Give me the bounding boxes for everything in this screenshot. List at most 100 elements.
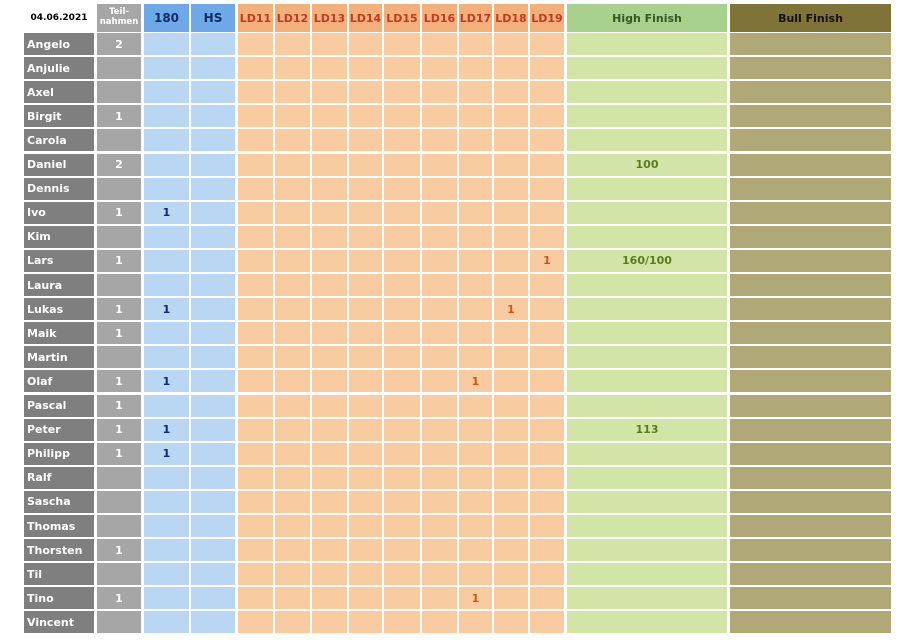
ld-cell	[275, 201, 310, 224]
ld-cell	[422, 611, 457, 634]
teilnahmen-cell: 1	[97, 442, 141, 465]
player-name: Ivo	[24, 201, 94, 224]
high-finish-cell	[567, 201, 727, 224]
hs-cell	[191, 322, 235, 345]
ld-cell	[494, 274, 528, 297]
player-name: Axel	[24, 81, 94, 104]
hs-cell	[191, 394, 235, 417]
bull-finish-cell	[730, 466, 891, 489]
ld-cell	[530, 490, 564, 513]
hs-cell	[191, 346, 235, 369]
ld-cell	[530, 105, 564, 128]
ld-cell	[275, 587, 310, 610]
ld-cell	[384, 370, 420, 393]
ld-cell	[494, 587, 528, 610]
hs-cell	[191, 490, 235, 513]
bull-finish-cell	[730, 539, 891, 562]
ld-cell	[349, 274, 382, 297]
ld-cell	[530, 57, 564, 80]
ld-cell	[238, 466, 273, 489]
hs-cell	[191, 298, 235, 321]
ld-cell	[384, 346, 420, 369]
ld-cell: 1	[494, 298, 528, 321]
high-finish-cell	[567, 57, 727, 80]
ld-cell	[312, 129, 347, 152]
ld-cell	[459, 153, 492, 176]
ld-cell	[422, 442, 457, 465]
ld-cell	[349, 153, 382, 176]
ld-cell	[349, 249, 382, 272]
ld-cell	[312, 394, 347, 417]
ld-cell	[422, 81, 457, 104]
ld-cell	[238, 587, 273, 610]
teilnahmen-cell	[97, 515, 141, 538]
ld-cell	[422, 539, 457, 562]
ld-cell	[312, 57, 347, 80]
count-180-cell	[144, 57, 189, 80]
ld-cell	[530, 225, 564, 248]
ld-cell	[275, 105, 310, 128]
high-finish-cell	[567, 490, 727, 513]
ld-cell	[494, 563, 528, 586]
ld-cell	[384, 563, 420, 586]
high-finish-cell	[567, 539, 727, 562]
ld-cell	[349, 129, 382, 152]
ld-cell	[238, 563, 273, 586]
ld-cell	[422, 274, 457, 297]
bull-finish-cell	[730, 587, 891, 610]
ld-cell	[494, 249, 528, 272]
bull-finish-cell	[730, 442, 891, 465]
ld-cell	[349, 442, 382, 465]
player-name: Philipp	[24, 442, 94, 465]
hs-cell	[191, 539, 235, 562]
ld-cell	[238, 515, 273, 538]
ld-cell	[530, 298, 564, 321]
teilnahmen-cell	[97, 490, 141, 513]
player-name: Tino	[24, 587, 94, 610]
header-teilnahmen-line: nahmen	[99, 17, 139, 27]
ld-cell	[384, 539, 420, 562]
ld-cell	[238, 105, 273, 128]
count-180-cell: 1	[144, 370, 189, 393]
ld-cell	[312, 298, 347, 321]
teilnahmen-cell: 1	[97, 201, 141, 224]
count-180-cell	[144, 249, 189, 272]
high-finish-cell	[567, 322, 727, 345]
ld-cell	[312, 490, 347, 513]
hs-cell	[191, 515, 235, 538]
ld-cell	[459, 249, 492, 272]
ld-cell	[384, 515, 420, 538]
ld-cell	[312, 563, 347, 586]
count-180-cell	[144, 81, 189, 104]
ld-cell	[422, 201, 457, 224]
player-name: Dennis	[24, 177, 94, 200]
count-180-cell	[144, 105, 189, 128]
ld-cell	[238, 153, 273, 176]
teilnahmen-cell	[97, 129, 141, 152]
header-bull-finish: Bull Finish	[730, 4, 891, 32]
hs-cell	[191, 563, 235, 586]
ld-cell	[312, 346, 347, 369]
ld-cell	[530, 466, 564, 489]
ld-cell	[349, 490, 382, 513]
teilnahmen-cell: 1	[97, 105, 141, 128]
ld-cell	[349, 370, 382, 393]
ld-cell	[459, 611, 492, 634]
ld-cell	[238, 225, 273, 248]
ld-cell	[312, 249, 347, 272]
ld-cell	[238, 539, 273, 562]
ld-cell	[459, 201, 492, 224]
ld-cell	[422, 490, 457, 513]
high-finish-cell	[567, 298, 727, 321]
ld-cell	[494, 322, 528, 345]
ld-cell	[312, 33, 347, 56]
ld-cell	[275, 129, 310, 152]
hs-cell	[191, 33, 235, 56]
ld-cell	[312, 418, 347, 441]
teilnahmen-cell: 1	[97, 539, 141, 562]
bull-finish-cell	[730, 298, 891, 321]
ld-cell: 1	[459, 370, 492, 393]
ld-cell	[459, 418, 492, 441]
ld-cell	[384, 418, 420, 441]
ld-cell	[349, 177, 382, 200]
